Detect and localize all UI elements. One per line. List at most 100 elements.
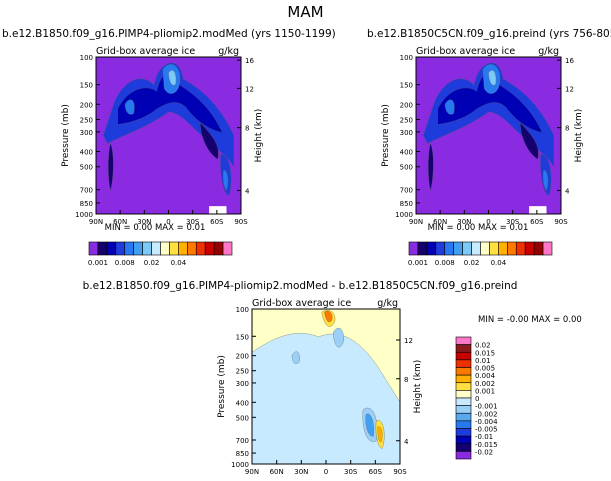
x-tick-label: 60S (210, 218, 224, 226)
colorbar-label: 0.005 (475, 365, 495, 373)
colorbar-swatch (222, 241, 233, 256)
y2-axis-label: Height (km) (574, 109, 584, 163)
chart-panel-1: b.e12.B1850.f09_g16.PIMP4-pliomip2.modMe… (2, 28, 336, 267)
colorbar-swatch (455, 382, 472, 391)
y-tick-label: 400 (80, 149, 93, 157)
y-tick-label: 250 (400, 116, 413, 124)
y-tick-label: 700 (236, 437, 249, 445)
colorbar-swatch (178, 241, 188, 256)
x-tick-label: 60N (113, 218, 127, 226)
x-tick-label: 30S (186, 218, 200, 226)
x-tick-label: 0 (324, 468, 328, 476)
y-tick-label: 1000 (395, 211, 413, 219)
colorbar-swatch (455, 451, 472, 460)
y-tick-label: 500 (236, 414, 249, 422)
contour-region (377, 426, 383, 443)
colorbar-swatch (455, 351, 472, 361)
y2-tick-label: 12 (404, 337, 413, 345)
colorbar-swatch (408, 241, 419, 256)
x-tick-label: 90S (234, 218, 248, 226)
y-tick-label: 250 (80, 116, 93, 124)
y-tick-label: 300 (80, 129, 93, 137)
contour-region (117, 71, 223, 133)
colorbar-label: 0.015 (475, 349, 495, 357)
y-tick-label: 150 (400, 82, 413, 90)
colorbar-label: 0 (475, 395, 479, 403)
colorbar-swatch (455, 374, 472, 384)
colorbar-swatch (426, 241, 437, 256)
colorbar-label: 0.001 (88, 259, 108, 267)
colorbar-label: -0.01 (475, 433, 493, 441)
contour-region (324, 310, 333, 323)
y2-tick-label: 16 (565, 57, 574, 65)
x-tick-label: 60S (369, 468, 383, 476)
colorbar-swatch (151, 241, 161, 256)
y-tick-label: 850 (80, 200, 93, 208)
x-tick-label: 30S (344, 468, 358, 476)
colorbar-label: 0.002 (475, 380, 495, 388)
colorbar-label: 0.02 (475, 342, 491, 350)
y-tick-label: 100 (400, 54, 413, 62)
y-axis-label: Pressure (mb) (381, 104, 391, 167)
y-tick-label: 1000 (231, 461, 249, 469)
colorbar-swatch (455, 390, 472, 399)
colorbar-label: -0.001 (475, 403, 498, 411)
heatmap-fill (423, 62, 554, 214)
colorbar-label: 0.001 (475, 387, 495, 395)
chart-units: g/kg (538, 46, 559, 57)
y2-tick-label: 4 (404, 438, 409, 446)
colorbar-label: -0.005 (475, 426, 498, 434)
colorbar-swatch (480, 241, 490, 256)
y2-tick-label: 8 (245, 125, 249, 133)
colorbar-swatch (97, 241, 108, 256)
colorbar-label: 0.004 (475, 372, 496, 380)
y2-tick-label: 8 (565, 125, 569, 133)
colorbar-swatch (455, 397, 472, 406)
x-tick-label: 30N (137, 218, 151, 226)
colorbar: 0.020.0150.010.0050.0040.0020.0010-0.001… (455, 336, 498, 460)
y-tick-label: 100 (80, 54, 93, 62)
colorbar-label: -0.02 (475, 448, 493, 456)
y-tick-label: 700 (80, 187, 93, 195)
colorbar-label: -0.015 (475, 441, 498, 449)
colorbar: 0.001 0.008 0.02 0.04 (88, 241, 233, 267)
y-tick-label: 1000 (75, 211, 93, 219)
colorbar-swatch (142, 241, 152, 256)
contour-region (542, 169, 549, 191)
contour-region (428, 142, 434, 191)
y-tick-label: 200 (80, 101, 93, 109)
colorbar-swatch (160, 241, 170, 256)
colorbar-label: 0.02 (464, 259, 480, 267)
contour-region (444, 99, 455, 115)
x-tick-label: 90N (409, 218, 423, 226)
colorbar-swatch (195, 241, 206, 256)
contour-region (333, 327, 344, 348)
colorbar-swatch (455, 443, 472, 452)
colorbar-swatch (515, 241, 526, 256)
x-tick-label: 60N (433, 218, 447, 226)
contour-region (222, 169, 229, 191)
y-tick-label: 300 (236, 380, 249, 388)
page-title: MAM (287, 3, 324, 21)
contour-region (124, 99, 135, 115)
y-tick-label: 500 (80, 164, 93, 172)
colorbar-swatch (187, 241, 197, 256)
masked-region (529, 206, 547, 214)
contour-region (291, 351, 300, 364)
chart-title: b.e12.B1850.f09_g16.PIMP4-pliomip2.modMe… (2, 28, 336, 40)
colorbar-label: 0.02 (144, 259, 160, 267)
chart-units: g/kg (218, 46, 239, 57)
colorbar: 0.001 0.008 0.02 0.04 (408, 241, 553, 267)
colorbar-label: 0.01 (475, 357, 491, 365)
y2-axis-label: Height (km) (254, 109, 264, 163)
heatmap-fill (103, 62, 234, 214)
colorbar-swatch (417, 241, 428, 256)
y2-tick-label: 4 (245, 187, 250, 195)
y2-tick-label: 4 (565, 187, 570, 195)
y-tick-label: 100 (236, 306, 249, 314)
x-tick-label: 30N (457, 218, 471, 226)
colorbar-swatch (106, 241, 117, 256)
colorbar-swatch (455, 359, 472, 368)
contour-region (365, 413, 374, 437)
y-tick-label: 850 (400, 200, 413, 208)
